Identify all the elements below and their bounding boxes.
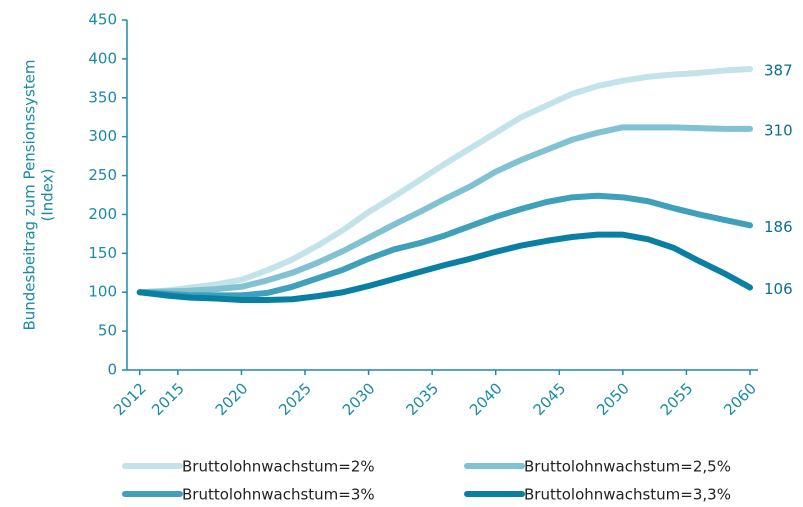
end-label: 310 bbox=[764, 121, 793, 139]
series-line bbox=[136, 231, 753, 303]
x-tick-label: 2050 bbox=[593, 379, 633, 419]
y-label-line: Bundesbeitrag zum Pensionssystem bbox=[21, 59, 39, 330]
end-label: 186 bbox=[764, 218, 793, 236]
end-label: 106 bbox=[764, 280, 793, 298]
end-label: 387 bbox=[764, 62, 793, 80]
y-tick-label: 400 bbox=[88, 49, 117, 67]
y-tick-label: 0 bbox=[107, 361, 117, 379]
x-tick-label: 2015 bbox=[148, 379, 188, 419]
x-tick-label: 2025 bbox=[275, 379, 315, 419]
y-tick-label: 250 bbox=[88, 166, 117, 184]
y-tick-label: 150 bbox=[88, 244, 117, 262]
legend-label: Bruttolohnwachstum=2% bbox=[182, 458, 375, 476]
series-line bbox=[136, 66, 753, 296]
x-tick-label: 2040 bbox=[466, 379, 506, 419]
series-line bbox=[136, 192, 753, 299]
y-tick-label: 350 bbox=[88, 88, 117, 106]
y-tick-label: 450 bbox=[88, 11, 117, 29]
legend-label: Bruttolohnwachstum=3% bbox=[182, 486, 375, 504]
y-tick-label: 100 bbox=[88, 283, 117, 301]
y-tick-label: 300 bbox=[88, 127, 117, 145]
legend-label: Bruttolohnwachstum=3,3% bbox=[524, 486, 731, 504]
x-tick-label: 2020 bbox=[212, 379, 252, 419]
y-axis-label: Bundesbeitrag zum Pensionssystem (Index) bbox=[21, 59, 57, 330]
x-tick-label: 2060 bbox=[720, 379, 760, 419]
legend-label: Bruttolohnwachstum=2,5% bbox=[524, 458, 731, 476]
series-line bbox=[136, 124, 753, 296]
y-label-line: (Index) bbox=[39, 169, 57, 222]
y-tick-label: 50 bbox=[98, 322, 117, 340]
x-tick-label: 2045 bbox=[530, 379, 570, 419]
x-tick-label: 2055 bbox=[657, 379, 697, 419]
x-tick-label: 2035 bbox=[402, 379, 442, 419]
x-tick-label: 2012 bbox=[110, 379, 150, 419]
x-tick-label: 2030 bbox=[339, 379, 379, 419]
y-tick-label: 200 bbox=[88, 205, 117, 223]
